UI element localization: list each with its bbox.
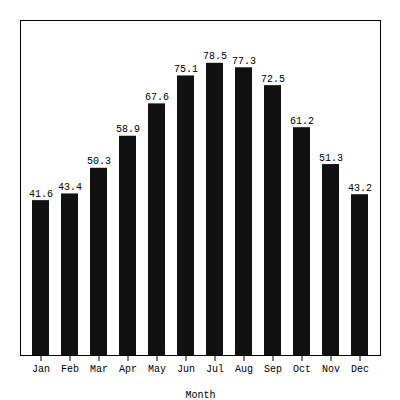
svg-text:Aug: Aug (235, 364, 253, 375)
svg-text:Nov: Nov (322, 364, 340, 375)
svg-text:75.1: 75.1 (174, 64, 198, 75)
svg-text:Sep: Sep (264, 364, 282, 375)
svg-text:Jun: Jun (177, 364, 195, 375)
svg-text:77.3: 77.3 (232, 56, 256, 67)
svg-text:Dec: Dec (351, 364, 369, 375)
svg-text:Apr: Apr (119, 364, 137, 375)
svg-text:78.5: 78.5 (203, 51, 227, 62)
svg-text:43.2: 43.2 (348, 183, 372, 194)
svg-text:72.5: 72.5 (261, 74, 285, 85)
svg-text:67.6: 67.6 (145, 92, 169, 103)
svg-text:43.4: 43.4 (58, 182, 82, 193)
svg-text:58.9: 58.9 (116, 124, 140, 135)
svg-text:Oct: Oct (293, 364, 311, 375)
svg-text:41.6: 41.6 (29, 189, 53, 200)
svg-text:May: May (148, 364, 166, 375)
svg-text:61.2: 61.2 (290, 116, 314, 127)
svg-text:51.3: 51.3 (319, 153, 343, 164)
svg-text:Mar: Mar (90, 364, 108, 375)
svg-text:50.3: 50.3 (87, 156, 111, 167)
svg-text:Month: Month (185, 390, 215, 400)
svg-text:Feb: Feb (61, 364, 79, 375)
svg-text:Jul: Jul (206, 364, 224, 375)
svg-text:Jan: Jan (32, 364, 50, 375)
